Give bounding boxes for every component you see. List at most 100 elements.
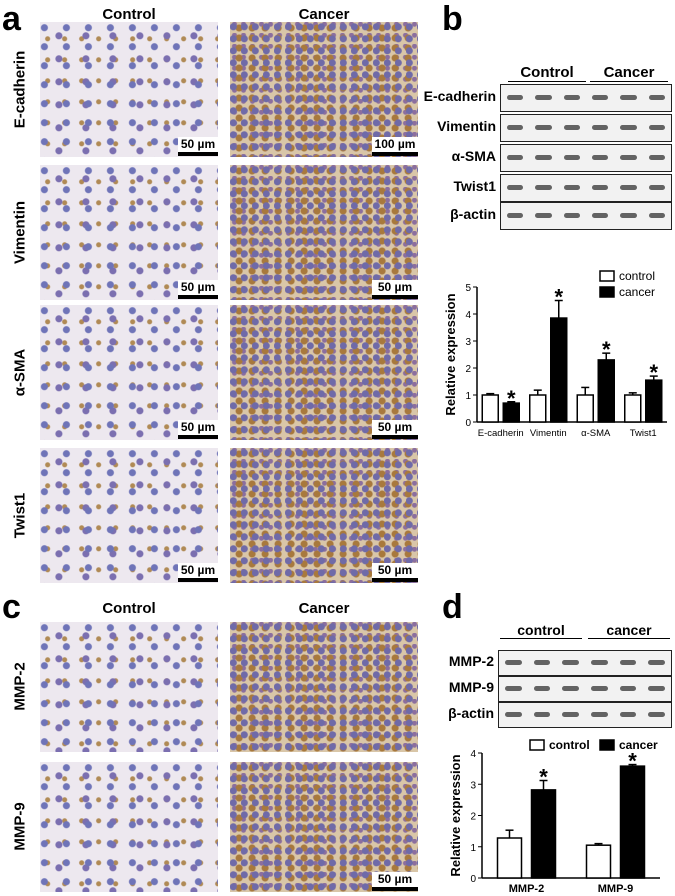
row-label: E-cadherin [11,50,29,128]
scale-bar-control: 50 µm [178,280,218,299]
blot-label: Twist1 [453,178,496,194]
micrograph-cancer [230,622,418,752]
blot-band [535,125,552,130]
blot-band [648,125,665,130]
blot-label: α-SMA [451,148,496,164]
blot-band [505,712,522,717]
blot-band [507,155,524,160]
blot-band [592,125,609,130]
bar-cancer-Vimentin [550,317,568,423]
blot-band [592,185,609,190]
bar-cancer-MMP-2 [530,789,557,879]
blot-band [648,95,665,100]
blot-band [533,686,551,691]
blot-band [563,95,580,100]
y-tick-label: 5 [465,283,471,294]
scale-bar-cancer: 50 µm [372,280,418,299]
blot-band [648,185,665,190]
bar-control-MMP-9 [585,844,612,879]
blot-band [507,213,524,218]
blot-band [562,686,579,691]
micrograph-control [40,762,218,892]
blot-band [648,660,665,665]
bar-chart-mmp: 0 1 2 3 4 Relative expression * MMP-2 * MMP-9 cont… [448,738,660,895]
blot-band [507,95,524,100]
y-tick-label: 0 [465,418,471,429]
blot-strip [498,702,672,728]
blot-band [592,95,609,100]
blot-strip [498,676,672,702]
significance-star: * [507,386,516,411]
legend-swatch-control [529,739,545,751]
bar-control-Twist1 [624,394,642,423]
panel-a-label: a [2,0,21,38]
blot-band [648,686,665,691]
bar-cancer-α-SMA [597,359,615,423]
row-label: Vimentin [11,200,29,264]
legend-swatch-cancer [599,286,615,298]
x-tick-label: α-SMA [581,428,611,439]
scale-bar-cancer: 50 µm [372,420,418,439]
blot-band [648,712,665,717]
blot-band [563,125,580,130]
blot-band [619,660,637,665]
blot-band [535,95,552,100]
significance-star: * [539,765,548,790]
significance-star: * [649,360,658,385]
blot-band [535,155,552,160]
blot-band [535,213,552,218]
blot-strip [500,114,672,142]
bar-control-Vimentin [529,394,547,423]
micrograph-control [40,622,218,752]
blot-band [592,213,609,218]
blot-strip [500,84,672,112]
group-control: Control [508,64,586,82]
bar-chart-emt: 0 1 2 3 4 5 Relative expression * E-cadherin * Vim… [443,269,667,439]
x-tick-label: MMP-2 [509,883,544,895]
y-tick-label: 4 [465,310,471,321]
legend-label-control: control [619,269,655,283]
y-tick-label: 1 [465,391,471,402]
significance-star: * [628,749,637,774]
y-tick-label: 3 [465,337,471,348]
blot-band [620,213,637,218]
blot-band [591,660,608,665]
x-tick-label: Twist1 [630,428,657,439]
blot-label: MMP-9 [448,679,494,695]
blot-band [620,185,637,190]
blot-band [620,125,637,130]
blot-band [591,712,608,717]
micrograph-control [40,165,218,300]
row-label: MMP-2 [11,662,29,711]
legend-swatch-control [599,270,615,282]
micrograph-cancer [230,762,418,892]
scale-bar-cancer: 50 µm [372,872,418,891]
y-tick-label: 3 [470,780,476,791]
y-tick-label: 4 [470,749,476,760]
scale-bar-control: 50 µm [178,420,218,439]
blot-band [591,686,608,691]
blot-band [619,686,637,691]
micrograph-control [40,448,218,583]
blot-band [533,712,551,717]
y-axis-label: Relative expression [443,293,458,415]
group-cancer-d: cancer [588,622,670,639]
bar-cancer-Twist1 [645,379,663,423]
blot-band [563,185,580,190]
row-label: α-SMA [11,348,29,396]
micrograph-cancer [230,305,418,440]
blot-band [505,660,522,665]
blot-band [619,712,637,717]
scale-bar-cancer: 100 µm [372,137,418,156]
blot-band [592,155,609,160]
bar-control-α-SMA [576,394,594,423]
legend-label-control: control [549,738,590,752]
legend-label-cancer: cancer [619,285,655,299]
blot-band [562,712,579,717]
y-tick-label: 1 [470,843,476,854]
y-tick-label: 2 [465,364,471,375]
panel-b-label: b [442,0,463,38]
blot-label: E-cadherin [423,88,496,104]
blot-label: MMP-2 [448,653,494,669]
